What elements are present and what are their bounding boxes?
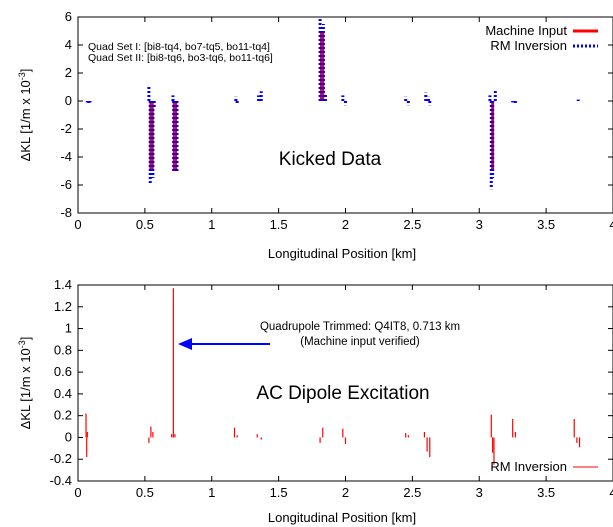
bottom-panel: 0 0.5 1 1.5 2 2.5 3 3.5 4 -0.4 -0.2 0 0.2 0.4 0.6 0.8 1 1…: [17, 277, 613, 525]
top-xtick-label: 2: [342, 217, 349, 232]
bottom-ytick-label: 1.4: [54, 277, 72, 292]
top-ylabel-close: ]: [18, 69, 33, 73]
top-xtick-label: 1: [208, 217, 215, 232]
kicked-data-label: Kicked Data: [279, 149, 382, 170]
bottom-axis-ticks: 0 0.5 1 1.5 2 2.5 3 3.5 4 -0.4 -0.2 0 0.2 0.4 0.6 0.8 1 1…: [50, 277, 613, 500]
top-xtick-label: 3.5: [537, 217, 555, 232]
bottom-xtick-label: 4: [609, 485, 613, 500]
top-xtick-label: 1.5: [270, 217, 288, 232]
top-ytick-label: 4: [65, 37, 72, 52]
top-ytick-label: 0: [65, 93, 72, 108]
top-xtick-label: 3: [476, 217, 483, 232]
bottom-xtick-label: 3.5: [537, 485, 555, 500]
bottom-ytick-label: -0.4: [50, 473, 72, 488]
top-ylabel-main: ΔKL [1/m x 10: [18, 80, 33, 161]
bottom-ytick-label: 0.6: [54, 364, 72, 379]
bottom-ylabel-close: ]: [18, 337, 33, 341]
top-xlabel: Longitudinal Position [km]: [268, 246, 416, 261]
top-ytick-label: 6: [65, 9, 72, 24]
bottom-ylabel-exp: -3: [17, 340, 27, 348]
top-ytick-label: -8: [60, 205, 72, 220]
bottom-xtick-label: 0: [74, 485, 81, 500]
bottom-xtick-label: 3: [476, 485, 483, 500]
bottom-ytick-label: 0.2: [54, 408, 72, 423]
top-series-2: [85, 17, 580, 190]
top-legend-machine-label: Machine Input: [485, 23, 567, 38]
top-ytick-label: -6: [60, 177, 72, 192]
bottom-ytick-label: -0.2: [50, 451, 72, 466]
top-series-1: [149, 31, 495, 171]
bottom-legend-rm-label: RM Inversion: [490, 459, 567, 474]
bottom-ytick-label: 1: [65, 321, 72, 336]
top-xtick-label: 0: [74, 217, 81, 232]
top-xtick-label: 4: [609, 217, 613, 232]
bottom-ytick-label: 0.4: [54, 386, 72, 401]
bottom-ylabel-main: ΔKL [1/m x 10: [18, 348, 33, 429]
top-ylabel-exp: -3: [17, 72, 27, 80]
top-legend-rm-label: RM Inversion: [490, 38, 567, 53]
top-xtick-label: 0.5: [136, 217, 154, 232]
annotation-line-1: Quadrupole Trimmed: Q4IT8, 0.713 km: [260, 321, 460, 333]
bottom-xlabel: Longitudinal Position [km]: [268, 510, 416, 525]
quad-set-2-note: Quad Set II: [bi8-tq6, bo3-tq6, bo11-tq6…: [88, 52, 273, 64]
top-ytick-label: -4: [60, 149, 72, 164]
annotation-line-2: (Machine input verified): [300, 336, 420, 348]
annotation-arrow-head: [178, 338, 192, 350]
quad-set-1-note: Quad Set I: [bi8-tq4, bo7-tq5, bo11-tq4]: [88, 41, 270, 53]
bottom-xtick-label: 2: [342, 485, 349, 500]
top-xtick-label: 2.5: [403, 217, 421, 232]
top-ylabel: ΔKL [1/m x 10-3]: [17, 69, 33, 162]
top-ytick-label: 2: [65, 65, 72, 80]
bottom-ylabel: ΔKL [1/m x 10-3]: [17, 337, 33, 430]
top-panel: 0 0.5 1 1.5 2 2.5 3 3.5 4 -8 -6 -4 -2 0 2 4 6 ΔKL [1/m x…: [17, 9, 613, 261]
bottom-xtick-label: 1: [208, 485, 215, 500]
bottom-ytick-label: 1.2: [54, 299, 72, 314]
bottom-series-group: [85, 288, 581, 465]
top-series-group: [85, 17, 580, 190]
bottom-xtick-label: 0.5: [136, 485, 154, 500]
bottom-ytick-label: 0: [65, 429, 72, 444]
top-axis-ticks: 0 0.5 1 1.5 2 2.5 3 3.5 4 -8 -6 -4 -2 0 2 4 6: [60, 9, 613, 232]
bottom-xtick-label: 1.5: [270, 485, 288, 500]
top-ytick-label: -2: [60, 121, 72, 136]
bottom-xtick-label: 2.5: [403, 485, 421, 500]
ac-dipole-label: AC Dipole Excitation: [256, 383, 429, 404]
bottom-ytick-label: 0.8: [54, 342, 72, 357]
bottom-series-1: [85, 288, 581, 465]
